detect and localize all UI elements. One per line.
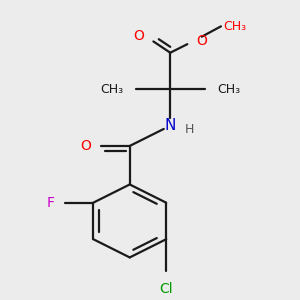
Text: O: O (133, 29, 144, 44)
Text: F: F (47, 196, 55, 210)
Text: Cl: Cl (159, 282, 173, 296)
Text: CH₃: CH₃ (217, 83, 240, 96)
Text: O: O (196, 34, 208, 47)
Text: O: O (80, 139, 91, 153)
Text: H: H (184, 123, 194, 136)
Text: CH₃: CH₃ (100, 83, 124, 96)
Text: N: N (165, 118, 176, 133)
Text: CH₃: CH₃ (223, 20, 246, 33)
